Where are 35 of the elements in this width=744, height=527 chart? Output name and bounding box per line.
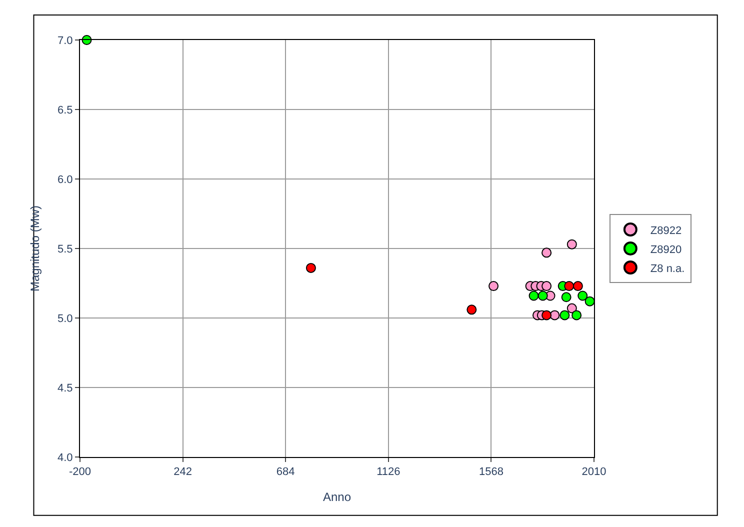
y-tick-label: 7.0 xyxy=(58,34,73,47)
x-axis-title: Anno xyxy=(322,490,352,504)
point xyxy=(572,310,582,320)
point xyxy=(488,281,499,292)
point xyxy=(538,290,548,301)
y-tick-label: 5.5 xyxy=(58,243,73,256)
point xyxy=(566,303,577,314)
y-tick-label: 6.5 xyxy=(58,104,73,116)
y-axis-title: Magnitudo (Mw) xyxy=(28,205,42,292)
point xyxy=(561,292,572,302)
point xyxy=(542,248,552,258)
point xyxy=(542,281,552,292)
point xyxy=(560,310,570,320)
point xyxy=(566,239,577,250)
point xyxy=(572,281,583,292)
x-tick-label: 2010 xyxy=(582,466,606,478)
y-tick-label: 4.0 xyxy=(58,452,73,464)
y-tick-label: 4.5 xyxy=(58,382,73,394)
y-tick-label: 6.0 xyxy=(58,174,73,186)
x-tick-label: 1568 xyxy=(478,466,504,478)
point xyxy=(528,290,539,301)
x-tick-label: 684 xyxy=(276,466,295,478)
point xyxy=(584,296,595,306)
point xyxy=(578,290,588,301)
legend-label: Z8 n.a. xyxy=(650,262,685,275)
point xyxy=(466,304,477,315)
x-tick-label: 1126 xyxy=(376,466,400,478)
point xyxy=(542,310,552,320)
y-tick-label: 5.0 xyxy=(58,312,73,325)
x-tick-label: -200 xyxy=(68,466,92,478)
point xyxy=(564,281,574,292)
point xyxy=(306,262,316,273)
legend-label: Z8920 xyxy=(650,244,682,256)
legend-label: Z8922 xyxy=(650,224,682,237)
x-tick-label: 242 xyxy=(174,466,192,478)
